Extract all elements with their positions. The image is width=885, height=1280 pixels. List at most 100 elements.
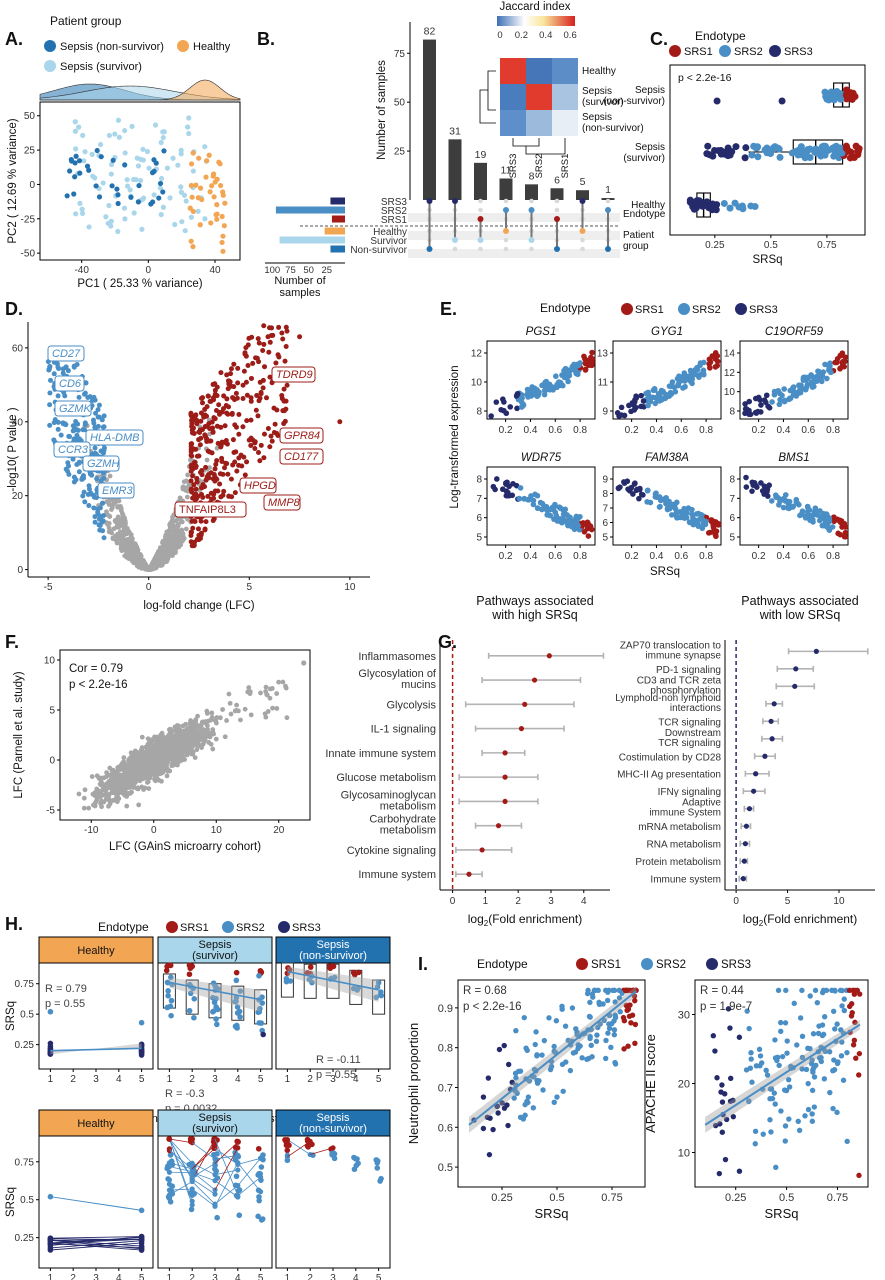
point: [796, 501, 802, 508]
point-survivor: [160, 134, 166, 141]
panel-g: Pathways associated with high SRSqInflamm…: [325, 594, 875, 928]
heatmap-cell: [552, 84, 578, 110]
point-up: [192, 413, 198, 419]
estimate-point: [769, 736, 775, 742]
point: [164, 963, 170, 970]
point-up: [210, 429, 216, 435]
estimate-point: [741, 858, 747, 864]
point-nonsurvivor: [122, 162, 128, 168]
point: [676, 377, 682, 384]
point-up: [235, 365, 241, 371]
point-up: [257, 379, 263, 385]
point-survivor: [175, 162, 181, 168]
point-up: [200, 494, 206, 500]
point: [96, 775, 102, 781]
point: [307, 1138, 313, 1144]
x-tick-label: 0: [151, 825, 157, 836]
point: [804, 503, 811, 510]
matrix-dot-inactive: [529, 246, 534, 252]
point-up: [248, 398, 254, 404]
matrix-dot-inactive: [554, 207, 560, 213]
point: [233, 977, 240, 984]
point-up: [261, 455, 267, 461]
point: [837, 365, 843, 372]
point: [236, 1008, 243, 1015]
x-tick-label: 2: [307, 1273, 313, 1280]
row-dendrogram: [479, 70, 496, 124]
point-up: [203, 519, 209, 525]
point: [235, 1145, 241, 1151]
matrix-dot-active: [426, 246, 433, 252]
point-up: [203, 464, 209, 470]
point: [821, 515, 827, 521]
point-down: [63, 364, 69, 370]
plot-frame: [669, 64, 866, 236]
point-nonsurvivor: [77, 170, 83, 176]
legend-label: SRS2: [692, 304, 721, 316]
point-ns: [120, 532, 125, 538]
gene-label-up: HPGD: [244, 480, 276, 492]
plot-frame: [486, 340, 596, 420]
point: [645, 389, 651, 396]
point: [92, 802, 98, 808]
point-up: [232, 490, 238, 496]
heatmap-cell: [526, 84, 552, 110]
point: [208, 741, 214, 747]
point: [843, 86, 851, 94]
point-healthy: [222, 200, 228, 206]
point-down: [70, 423, 76, 429]
stat-label: Cor = 0.79: [69, 663, 123, 675]
point-survivor: [122, 127, 128, 134]
point-down: [92, 397, 98, 403]
point: [118, 766, 124, 772]
point-up: [257, 458, 263, 464]
point-down: [92, 450, 98, 456]
matrix-dot-active: [554, 246, 560, 252]
point-up: [258, 391, 264, 397]
point-down: [91, 505, 97, 511]
point-up: [272, 421, 278, 427]
point-survivor: [190, 168, 196, 174]
matrix-dot-inactive: [580, 246, 585, 252]
point: [542, 506, 548, 512]
point: [550, 387, 556, 393]
point: [153, 778, 158, 784]
point-survivor: [160, 129, 166, 135]
point: [137, 758, 142, 763]
y-axis-title: Log-transformed expression: [449, 365, 461, 508]
x-tick-label: -5: [44, 582, 53, 593]
point-up: [238, 452, 244, 458]
point: [689, 519, 696, 526]
point-down: [100, 500, 106, 506]
point-up: [190, 466, 196, 472]
point-down: [82, 390, 88, 396]
x-tick-label: 5: [139, 1074, 145, 1085]
estimate-point: [518, 725, 525, 732]
y-tick-label: 8: [476, 407, 482, 418]
point: [633, 395, 640, 401]
point-up: [210, 476, 216, 482]
point-up: [218, 370, 224, 376]
point: [784, 498, 791, 505]
bar: [525, 184, 538, 200]
point-survivor: [108, 161, 115, 168]
point: [191, 719, 197, 725]
point-up: [188, 533, 194, 539]
y-tick-label: 75: [394, 49, 406, 60]
point-survivor: [178, 189, 184, 195]
point: [210, 1008, 217, 1015]
matrix-dot-active: [579, 228, 586, 234]
point: [270, 705, 275, 711]
x-tick-label: 10: [211, 825, 223, 836]
point-up: [267, 339, 273, 345]
point-ns: [170, 514, 175, 520]
point: [136, 802, 142, 808]
matrix-dot-active: [452, 198, 458, 204]
point-ns: [179, 529, 184, 535]
point-ns: [184, 494, 190, 500]
point-ns: [136, 558, 142, 563]
facet-title: Sepsis (survivor): [192, 939, 238, 962]
point: [629, 400, 636, 406]
heatmap-row-label: Sepsis (survivor): [582, 86, 624, 108]
matrix-dot-inactive: [478, 207, 483, 213]
